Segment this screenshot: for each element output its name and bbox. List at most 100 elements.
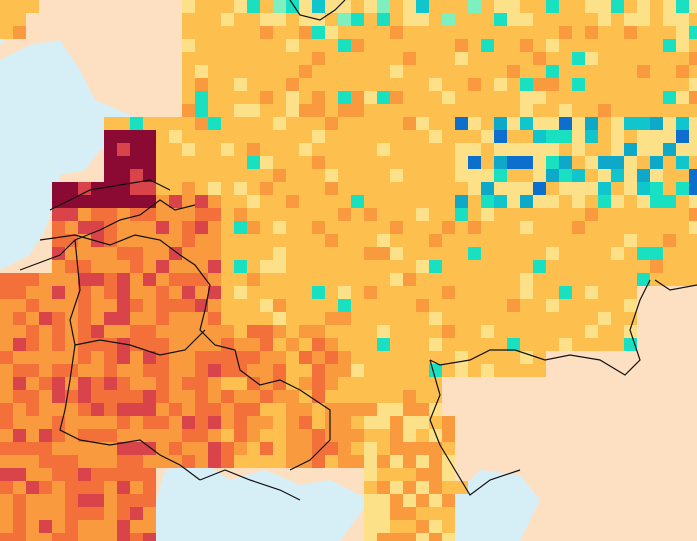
grid-cell [338, 299, 351, 312]
grid-cell [156, 403, 169, 416]
grid-cell [572, 104, 585, 117]
grid-cell [689, 156, 697, 169]
grid-cell [273, 0, 286, 13]
grid-cell [0, 26, 13, 39]
grid-cell [416, 520, 429, 533]
grid-cell [169, 273, 182, 286]
grid-cell [442, 104, 455, 117]
grid-cell [195, 156, 208, 169]
grid-cell [611, 299, 624, 312]
grid-cell [364, 182, 377, 195]
grid-cell [611, 91, 624, 104]
grid-cell [195, 455, 208, 468]
grid-cell [390, 78, 403, 91]
grid-cell [403, 52, 416, 65]
grid-cell [143, 533, 156, 541]
grid-cell [299, 299, 312, 312]
grid-cell [351, 338, 364, 351]
grid-cell [403, 338, 416, 351]
grid-cell [572, 156, 585, 169]
grid-cell [169, 195, 182, 208]
grid-cell [624, 234, 637, 247]
grid-cell [143, 429, 156, 442]
grid-cell [52, 390, 65, 403]
grid-cell [572, 208, 585, 221]
grid-cell [689, 91, 697, 104]
grid-cell [195, 208, 208, 221]
grid-cell [377, 494, 390, 507]
grid-cell [130, 377, 143, 390]
grid-cell [481, 338, 494, 351]
grid-cell [325, 221, 338, 234]
grid-cell [533, 169, 546, 182]
grid-cell [533, 104, 546, 117]
grid-cell [468, 117, 481, 130]
grid-cell [390, 91, 403, 104]
grid-cell [572, 312, 585, 325]
grid-cell [221, 442, 234, 455]
grid-cell [533, 26, 546, 39]
grid-cell [663, 156, 676, 169]
grid-cell [325, 13, 338, 26]
grid-cell [338, 156, 351, 169]
grid-cell [312, 117, 325, 130]
grid-cell [429, 533, 442, 541]
grid-cell [390, 403, 403, 416]
grid-cell [572, 325, 585, 338]
grid-cell [598, 65, 611, 78]
grid-cell [117, 429, 130, 442]
grid-cell [286, 247, 299, 260]
grid-cell [351, 117, 364, 130]
grid-cell [247, 117, 260, 130]
grid-cell [403, 390, 416, 403]
grid-cell [143, 273, 156, 286]
grid-cell [130, 468, 143, 481]
grid-cell [52, 494, 65, 507]
grid-cell [273, 455, 286, 468]
grid-cell [91, 273, 104, 286]
grid-cell [325, 455, 338, 468]
grid-cell [0, 0, 13, 13]
grid-cell [286, 455, 299, 468]
grid-cell [117, 351, 130, 364]
grid-cell [364, 364, 377, 377]
grid-cell [260, 0, 273, 13]
grid-cell [221, 377, 234, 390]
grid-cell [351, 91, 364, 104]
grid-cell [468, 325, 481, 338]
grid-cell [286, 286, 299, 299]
grid-cell [195, 195, 208, 208]
grid-cell [455, 104, 468, 117]
grid-cell [182, 377, 195, 390]
grid-cell [130, 130, 143, 143]
grid-cell [637, 208, 650, 221]
grid-cell [559, 65, 572, 78]
grid-cell [351, 403, 364, 416]
grid-cell [273, 260, 286, 273]
grid-cell [221, 78, 234, 91]
grid-cell [377, 104, 390, 117]
grid-cell [663, 247, 676, 260]
grid-cell [416, 26, 429, 39]
grid-cell [494, 273, 507, 286]
grid-cell [104, 260, 117, 273]
grid-cell [507, 260, 520, 273]
grid-cell [26, 507, 39, 520]
grid-cell [299, 26, 312, 39]
grid-cell [416, 130, 429, 143]
grid-cell [416, 143, 429, 156]
grid-cell [39, 377, 52, 390]
grid-cell [156, 247, 169, 260]
grid-cell [130, 286, 143, 299]
grid-cell [234, 377, 247, 390]
grid-cell [325, 26, 338, 39]
grid-cell [299, 273, 312, 286]
grid-cell [312, 26, 325, 39]
grid-cell [403, 416, 416, 429]
grid-cell [377, 377, 390, 390]
grid-cell [624, 299, 637, 312]
grid-cell [91, 234, 104, 247]
grid-cell [377, 26, 390, 39]
